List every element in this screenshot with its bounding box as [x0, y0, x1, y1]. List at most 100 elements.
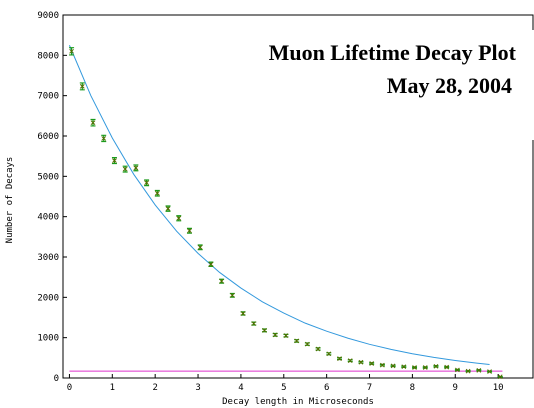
- data-point: [186, 227, 192, 234]
- marker: [240, 311, 246, 316]
- data-point: [133, 164, 139, 172]
- data-point: [101, 134, 107, 143]
- data-point: [401, 364, 407, 370]
- plot-frame: [62, 14, 534, 379]
- marker: [444, 364, 450, 370]
- x-tick-label: 10: [493, 383, 504, 393]
- marker: [358, 359, 364, 365]
- data-point: [176, 215, 182, 222]
- data-point: [433, 363, 439, 369]
- data-point: [219, 278, 225, 284]
- marker: [144, 180, 149, 186]
- marker: [112, 158, 117, 163]
- data-point: [326, 351, 332, 357]
- data-point: [154, 189, 160, 197]
- marker: [390, 363, 396, 369]
- data-point: [197, 244, 203, 251]
- title-box: [205, 30, 534, 140]
- fit-curve: [68, 45, 490, 365]
- marker: [262, 328, 267, 333]
- y-tick-label: 5000: [37, 172, 59, 182]
- data-point: [422, 365, 428, 370]
- x-tick-label: 9: [453, 383, 458, 393]
- y-tick-label: 3000: [37, 253, 59, 263]
- marker: [380, 362, 385, 368]
- marker: [337, 356, 342, 361]
- data-point: [251, 321, 257, 326]
- data-point: [79, 82, 85, 91]
- y-tick-label: 1000: [37, 334, 59, 344]
- y-tick-label: 2000: [37, 293, 59, 303]
- data-point: [144, 179, 150, 187]
- plot-area: 0 1000 2000 3000 4000 5000 6000 7000 8000 9000 0 1 2…: [37, 11, 503, 393]
- marker: [326, 351, 332, 357]
- data-point: [369, 361, 375, 366]
- data-point: [240, 311, 246, 316]
- marker: [187, 228, 192, 234]
- x-tick-label: 0: [67, 383, 72, 393]
- x-tick-label: 3: [195, 383, 200, 393]
- y-axis-label: Number of Decays: [5, 157, 15, 244]
- marker: [465, 368, 471, 374]
- marker: [283, 333, 289, 339]
- x-tick-label: 8: [410, 383, 415, 393]
- marker: [101, 136, 107, 141]
- marker: [154, 190, 160, 196]
- x-tick-label: 4: [238, 383, 243, 393]
- data-point: [347, 358, 353, 364]
- marker: [79, 84, 85, 89]
- chart-subtitle: May 28, 2004: [387, 73, 512, 98]
- data-point: [444, 364, 450, 370]
- data-point: [358, 359, 364, 365]
- data-point: [111, 157, 117, 165]
- x-tick-label: 1: [110, 383, 115, 393]
- data-point: [283, 333, 289, 339]
- marker: [476, 367, 482, 373]
- x-tick-label: 2: [152, 383, 157, 393]
- marker: [369, 361, 375, 366]
- marker: [69, 48, 74, 54]
- marker: [219, 278, 224, 284]
- marker: [487, 369, 492, 374]
- data-point: [454, 367, 460, 373]
- y-tick-label: 9000: [37, 11, 59, 21]
- marker: [272, 332, 278, 338]
- x-tick-label: 6: [324, 383, 329, 393]
- data-point: [229, 292, 235, 298]
- marker: [305, 341, 310, 347]
- y-tick-label: 8000: [37, 51, 59, 61]
- marker: [433, 363, 439, 369]
- marker: [455, 367, 460, 373]
- data-point: [208, 261, 214, 267]
- data-point: [165, 205, 171, 212]
- y-tick-label: 7000: [37, 92, 59, 102]
- data-point: [90, 118, 96, 127]
- y-tick-label: 4000: [37, 213, 59, 223]
- data-point: [487, 369, 493, 374]
- data-point: [412, 365, 418, 370]
- data-point: [476, 367, 482, 373]
- data-point: [272, 332, 278, 338]
- data-point: [337, 356, 343, 361]
- x-tick-label: 7: [367, 383, 372, 393]
- marker: [197, 244, 203, 250]
- chart-title: Muon Lifetime Decay Plot: [269, 40, 517, 65]
- data-point: [294, 338, 300, 344]
- marker: [422, 365, 428, 370]
- data-point: [261, 328, 267, 333]
- x-tick-label: 5: [281, 383, 286, 393]
- marker: [401, 364, 407, 370]
- y-tick-label: 0: [54, 374, 59, 384]
- marker: [122, 166, 128, 172]
- marker: [294, 338, 299, 344]
- data-point: [304, 341, 310, 347]
- marker: [133, 165, 139, 171]
- data-point: [497, 374, 503, 380]
- marker: [412, 365, 417, 370]
- data-point: [69, 47, 75, 56]
- data-point: [122, 165, 128, 173]
- marker: [497, 374, 503, 380]
- y-tick-label: 6000: [37, 132, 59, 142]
- marker: [315, 346, 321, 352]
